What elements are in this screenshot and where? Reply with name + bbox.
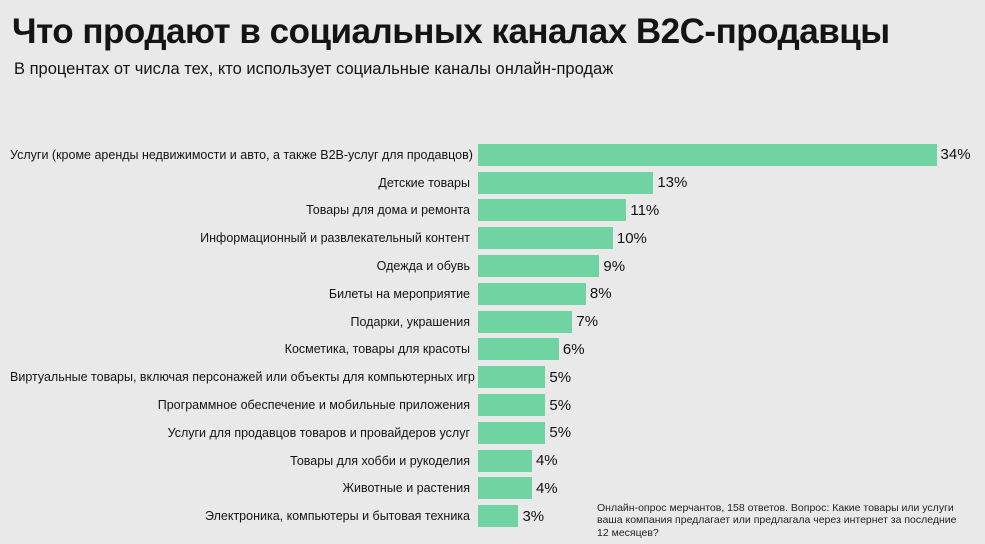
chart-title: Что продают в социальных каналах B2C-про…: [12, 12, 890, 51]
bar-row: Детские товары 13%: [10, 169, 977, 197]
bar: [478, 366, 546, 389]
category-label: Косметика, товары для красоты: [284, 342, 470, 357]
bar-track: 13%: [478, 171, 977, 194]
bar: [478, 282, 586, 305]
category-label: Электроника, компьютеры и бытовая техник…: [205, 509, 470, 524]
category-label: Услуги для продавцов товаров и провайдер…: [167, 425, 470, 440]
bar: [478, 255, 600, 278]
bar-track: 3%: [478, 505, 977, 528]
bar: [478, 171, 654, 194]
category-label: Товары для хобби и рукоделия: [290, 453, 470, 468]
bar-value-label: 11%: [630, 201, 660, 219]
bar: [478, 143, 937, 166]
bar-row: Одежда и обувь 9%: [10, 252, 977, 280]
bar-track: 10%: [478, 227, 977, 250]
bar-value-label: 13%: [657, 174, 688, 192]
bar-row: Косметика, товары для красоты 6%: [10, 336, 977, 364]
bar: [478, 199, 627, 222]
category-label: Билеты на мероприятие: [328, 286, 470, 301]
bar-value-label: 10%: [616, 229, 647, 247]
bar: [478, 338, 559, 361]
bar-row: Билеты на мероприятие 8%: [10, 280, 977, 308]
category-label: Информационный и развлекательный контент: [200, 231, 470, 246]
bar-track: 5%: [478, 366, 977, 389]
bar-value-label: 5%: [549, 368, 572, 386]
category-label: Услуги (кроме аренды недвижимости и авто…: [10, 147, 473, 162]
bar-value-label: 4%: [535, 452, 558, 470]
category-label: Программное обеспечение и мобильные прил…: [157, 398, 470, 413]
bar-value-label: 34%: [940, 146, 971, 164]
bar-row: Товары для дома и ремонта 11%: [10, 197, 977, 225]
source-footnote: Онлайн-опрос мерчантов, 158 ответов. Воп…: [597, 502, 957, 539]
bar-track: 8%: [478, 282, 977, 305]
bar-row: Подарки, украшения 7%: [10, 308, 977, 336]
bar-track: 34%: [478, 143, 977, 166]
bar-track: 4%: [478, 477, 977, 500]
bar-row: Программное обеспечение и мобильные прил…: [10, 391, 977, 419]
bar-track: 5%: [478, 394, 977, 417]
bar-value-label: 4%: [535, 479, 558, 497]
bar-row: Информационный и развлекательный контент…: [10, 224, 977, 252]
bar-value-label: 5%: [549, 396, 572, 414]
bar-value-label: 8%: [589, 285, 612, 303]
bar: [478, 227, 613, 250]
bar: [478, 310, 573, 333]
bar: [478, 505, 519, 528]
bar-row: Животные и растения 4%: [10, 475, 977, 503]
bar: [478, 477, 532, 500]
bar-value-label: 3%: [522, 507, 545, 525]
bar-track: 7%: [478, 310, 977, 333]
category-label: Одежда и обувь: [376, 259, 470, 274]
bar-row: Виртуальные товары, включая персонажей и…: [10, 363, 977, 391]
bar-row: Электроника, компьютеры и бытовая техник…: [10, 502, 977, 530]
bar: [478, 394, 546, 417]
bar-row: Услуги для продавцов товаров и провайдер…: [10, 419, 977, 447]
bar-value-label: 5%: [549, 424, 572, 442]
bar-track: 6%: [478, 338, 977, 361]
bar-track: 4%: [478, 449, 977, 472]
category-label: Товары для дома и ремонта: [306, 203, 470, 218]
chart-header: Что продают в социальных каналах B2C-про…: [0, 0, 985, 79]
bar-row: Услуги (кроме аренды недвижимости и авто…: [10, 141, 977, 169]
bar: [478, 449, 532, 472]
bar-track: 11%: [478, 199, 977, 222]
chart-subtitle: В процентах от числа тех, кто использует…: [14, 60, 614, 79]
bar-value-label: 6%: [562, 340, 585, 358]
bar-chart: Услуги (кроме аренды недвижимости и авто…: [10, 141, 977, 530]
category-label: Виртуальные товары, включая персонажей и…: [10, 370, 475, 385]
bar-value-label: 7%: [576, 313, 599, 331]
bar-value-label: 9%: [603, 257, 626, 275]
category-label: Детские товары: [378, 175, 470, 190]
bar: [478, 421, 546, 444]
bar-row: Товары для хобби и рукоделия 4%: [10, 447, 977, 475]
category-label: Животные и растения: [342, 481, 470, 496]
bar-track: 5%: [478, 421, 977, 444]
category-label: Подарки, украшения: [350, 314, 470, 329]
bar-track: 9%: [478, 255, 977, 278]
